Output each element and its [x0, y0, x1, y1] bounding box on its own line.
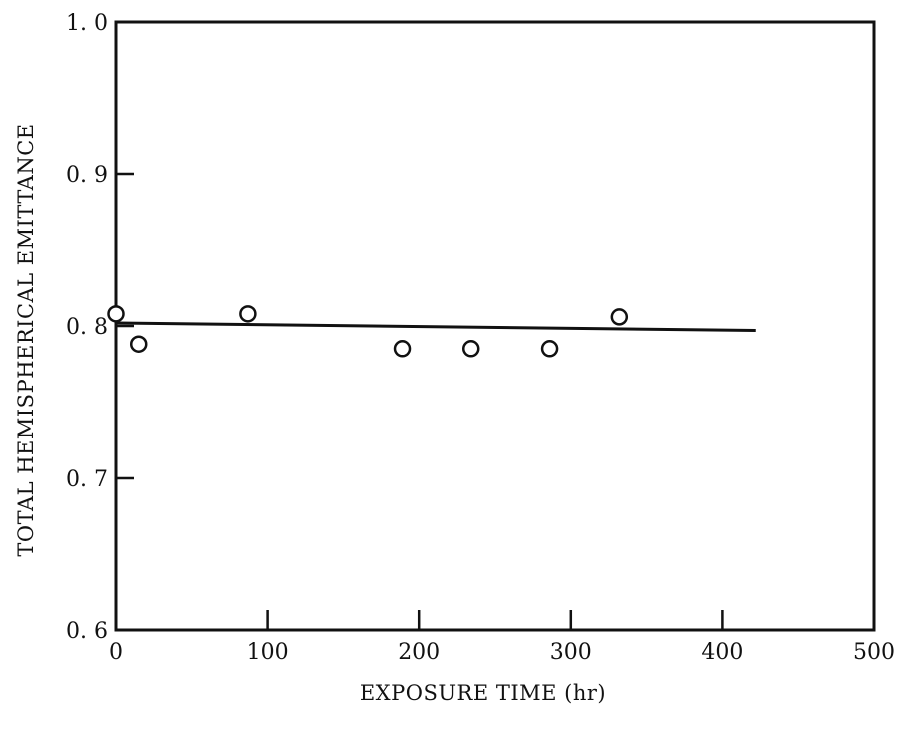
- data-point: [239, 305, 257, 323]
- data-points: [107, 305, 629, 358]
- y-tick-label: 0. 6: [66, 619, 108, 644]
- data-point: [461, 340, 480, 358]
- y-tick-label: 0. 9: [66, 163, 108, 188]
- fit-line: [115, 321, 756, 333]
- x-tick-label: 300: [550, 640, 592, 665]
- x-axis-title: EXPOSURE TIME (hr): [360, 681, 606, 705]
- data-point: [107, 305, 125, 323]
- data-point: [393, 340, 412, 358]
- x-tick-label: 0: [109, 640, 123, 665]
- y-axis-title: TOTAL HEMISPHERICAL EMITTANCE: [14, 123, 38, 556]
- y-tick-label: 0. 7: [66, 467, 108, 492]
- y-tick-label: 0. 8: [66, 315, 108, 340]
- x-tick-label: 200: [398, 640, 440, 665]
- data-point: [540, 340, 559, 358]
- x-tick-label: 100: [247, 640, 289, 665]
- y-tick-label: 1. 0: [66, 11, 108, 36]
- x-tick-label: 400: [701, 640, 743, 665]
- data-point: [610, 308, 629, 326]
- y-axis-ticks: 0. 6 0. 7 0. 8 0. 9 1. 0: [66, 11, 134, 644]
- x-tick-label: 500: [853, 640, 895, 665]
- data-point: [129, 335, 148, 353]
- fit-line-group: [115, 321, 756, 333]
- x-axis-ticks: 0 100 200 300 400 500: [109, 610, 895, 665]
